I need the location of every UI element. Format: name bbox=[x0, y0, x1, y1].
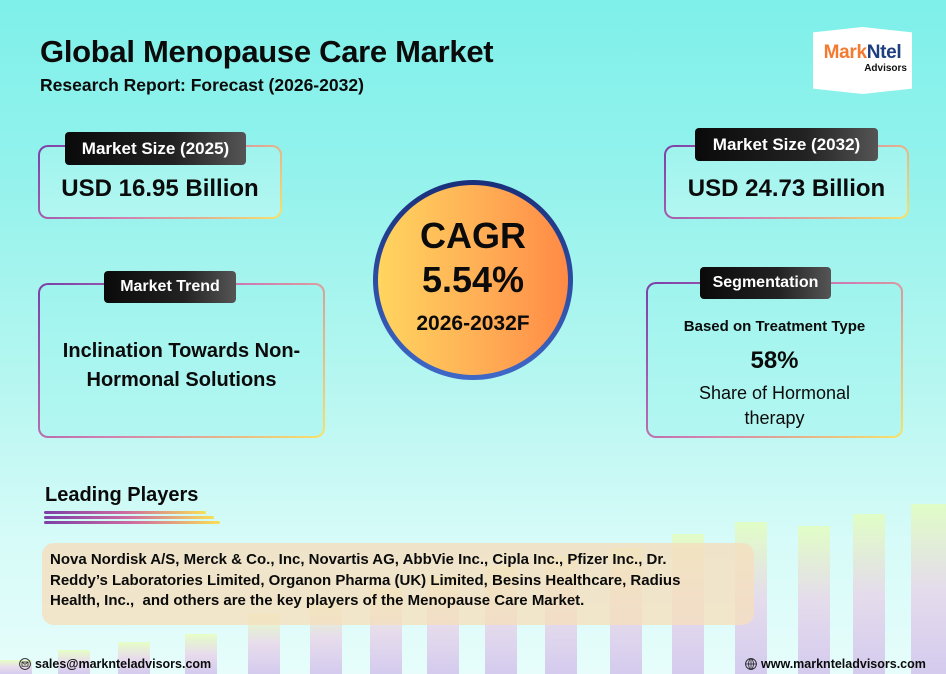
page-subtitle: Research Report: Forecast (2026-2032) bbox=[40, 75, 364, 95]
cagr-label: CAGR bbox=[420, 215, 526, 256]
email-link[interactable]: sales@marknteladvisors.com bbox=[35, 657, 212, 671]
underline-stripe bbox=[44, 511, 206, 514]
market-size-2025-label: Market Size (2025) bbox=[65, 132, 246, 165]
market-trend-line-2: Hormonal Solutions bbox=[86, 368, 277, 391]
segmentation-percent: 58% bbox=[750, 347, 799, 374]
segmentation-desc-line-2: therapy bbox=[744, 408, 805, 428]
background-bar bbox=[798, 526, 830, 674]
footer-email[interactable]: sales@marknteladvisors.com bbox=[19, 657, 211, 671]
background-bar bbox=[853, 514, 885, 674]
underline-stripe bbox=[44, 521, 220, 524]
market-trend-card: Inclination Towards Non- Hormonal Soluti… bbox=[38, 283, 325, 438]
market-trend-line-1: Inclination Towards Non- bbox=[62, 339, 301, 362]
cagr-circle: CAGR 5.54% 2026-2032F bbox=[373, 180, 573, 380]
players-line-3: Health, Inc., and others are the key pla… bbox=[50, 592, 585, 609]
logo-wordmark: MarkNtel bbox=[813, 43, 912, 63]
cagr-value: 5.54% bbox=[421, 259, 525, 300]
market-size-2032-value: USD 24.73 Billion bbox=[687, 175, 886, 202]
cagr-period: 2026-2032F bbox=[416, 312, 530, 335]
segmentation-label: Segmentation bbox=[700, 267, 831, 299]
market-trend-label: Market Trend bbox=[104, 271, 236, 303]
leading-players-title: Leading Players bbox=[45, 484, 199, 506]
players-line-2: Reddy’s Laboratories Limited, Organon Ph… bbox=[50, 571, 681, 589]
footer-website[interactable]: www.marknteladvisors.com bbox=[745, 657, 926, 671]
players-line-1: Nova Nordisk A/S, Merck & Co., Inc, Nova… bbox=[50, 551, 667, 568]
segmentation-basis: Based on Treatment Type bbox=[683, 318, 866, 335]
company-logo: MarkNtel Advisors bbox=[813, 27, 912, 94]
market-size-2025-value: USD 16.95 Billion bbox=[61, 175, 259, 202]
envelope-icon bbox=[19, 658, 31, 670]
globe-icon bbox=[745, 658, 757, 670]
logo-subtitle: Advisors bbox=[864, 63, 907, 74]
logo-part-ntel: Ntel bbox=[866, 42, 902, 63]
logo-part-mark: Mark bbox=[823, 42, 867, 63]
segmentation-card: Based on Treatment Type 58% Share of Hor… bbox=[646, 282, 903, 438]
market-size-2032-label: Market Size (2032) bbox=[695, 128, 878, 161]
background-bar bbox=[911, 504, 946, 674]
segmentation-desc-line-1: Share of Hormonal bbox=[698, 383, 851, 403]
leading-players-underline bbox=[44, 511, 220, 526]
underline-stripe bbox=[44, 516, 214, 519]
leading-players-box: Nova Nordisk A/S, Merck & Co., Inc, Nova… bbox=[42, 543, 754, 625]
page-title: Global Menopause Care Market bbox=[40, 34, 494, 69]
website-link[interactable]: www.marknteladvisors.com bbox=[761, 657, 926, 671]
